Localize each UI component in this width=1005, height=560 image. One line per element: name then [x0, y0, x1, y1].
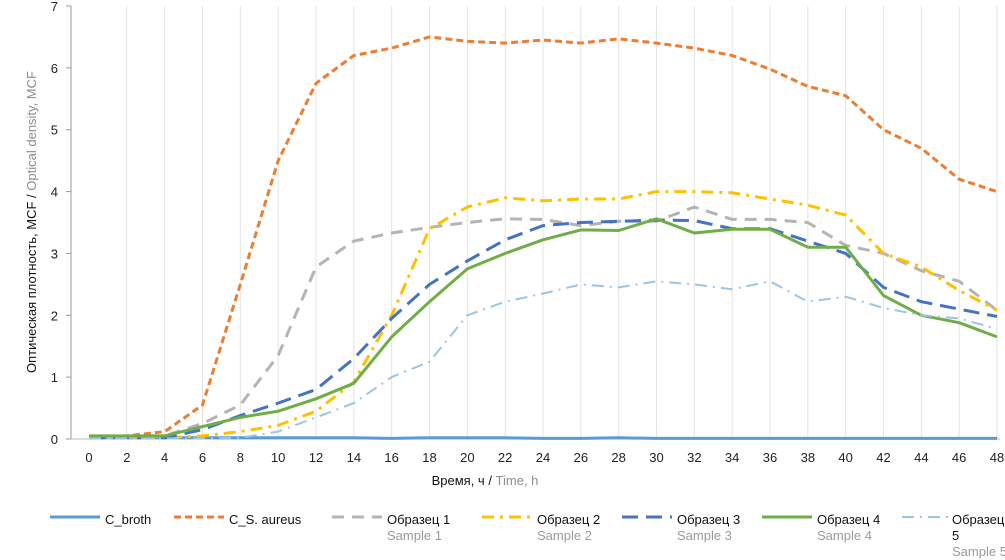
legend-label: Образец 1 Sample 1 [387, 512, 451, 543]
legend-label: C_S. aureus [229, 512, 302, 527]
y-tick-label: 4 [51, 185, 58, 200]
y-tick-label: 0 [51, 432, 58, 447]
legend-swatch [902, 516, 949, 518]
legend-label: C_broth [105, 512, 152, 527]
legend-swatch [482, 515, 532, 519]
y-tick-label: 2 [51, 308, 58, 323]
x-tick-label: 38 [801, 450, 815, 465]
x-tick-label: 12 [309, 450, 323, 465]
x-tick-label: 48 [990, 450, 1004, 465]
x-tick-label: 18 [422, 450, 436, 465]
legend-swatch [174, 515, 224, 519]
x-tick-label: 8 [237, 450, 244, 465]
x-tick-label: 40 [838, 450, 852, 465]
x-tick-label: 0 [85, 450, 92, 465]
x-tick-label: 16 [384, 450, 398, 465]
x-tick-label: 36 [763, 450, 777, 465]
x-tick-label: 20 [460, 450, 474, 465]
legend-item: Образец 1 Sample 1 [330, 512, 450, 544]
x-axis-title: Время, ч / Time, h [432, 473, 539, 488]
y-tick-label: 1 [51, 370, 58, 385]
x-tick-label: 26 [574, 450, 588, 465]
x-tick-label: 34 [725, 450, 739, 465]
series-line-5 [89, 218, 998, 440]
legend-item: C_S. aureus [172, 512, 301, 528]
x-tick-label: 30 [649, 450, 663, 465]
legend-swatch [762, 515, 812, 519]
gridlines [126, 6, 998, 439]
x-tick-label: 24 [536, 450, 550, 465]
y-tick-label: 6 [51, 61, 58, 76]
legend-swatch [332, 515, 382, 519]
series-line-1 [89, 436, 997, 440]
x-tick-label: 14 [347, 450, 361, 465]
x-tick-label: 6 [199, 450, 206, 465]
legend-swatch [622, 515, 672, 519]
x-tick-label: 4 [161, 450, 168, 465]
legend-label: Образец 3 Sample 3 [677, 512, 741, 543]
legend-item: C_broth [48, 512, 151, 528]
legend-item: Образец 2 Sample 2 [480, 512, 600, 544]
series-line-3 [89, 205, 998, 440]
y-tick-label: 5 [51, 123, 58, 138]
x-tick-label: 42 [876, 450, 890, 465]
legend-label: Образец 4 Sample 4 [817, 512, 881, 543]
x-tick-label: 10 [271, 450, 285, 465]
y-ticks: 0 1 2 3 4 5 6 7 [51, 0, 71, 447]
x-tick-label: 2 [123, 450, 130, 465]
x-tick-label: 32 [687, 450, 701, 465]
series-line-4 [89, 190, 998, 440]
series-lines [88, 35, 998, 440]
x-ticks: 0 2 4 6 8 10 12 14 16 18 20 22 24 26 28 30 32 34 36 38 40 42 4… [85, 450, 1004, 465]
x-tick-label: 28 [611, 450, 625, 465]
y-axis-title: Оптическая плотность, MCF / Optical dens… [24, 71, 39, 373]
legend-item: Образец 3 Sample 3 [620, 512, 740, 544]
legend-label: Образец 2 Sample 2 [537, 512, 601, 543]
legend-label: Образец 5 Sample 5 [952, 512, 1005, 559]
legend-swatch [50, 515, 100, 519]
x-tick-label: 44 [914, 450, 928, 465]
legend-item: Образец 4 Sample 4 [760, 512, 880, 544]
y-tick-label: 3 [51, 246, 58, 261]
y-tick-label: 7 [51, 0, 58, 14]
series-line-2 [88, 35, 998, 439]
x-tick-label: 46 [952, 450, 966, 465]
series-line-6 [89, 217, 998, 438]
x-tick-label: 22 [498, 450, 512, 465]
legend-item: Образец 5 Sample 5 [900, 512, 1005, 560]
series-line-7 [89, 280, 998, 440]
